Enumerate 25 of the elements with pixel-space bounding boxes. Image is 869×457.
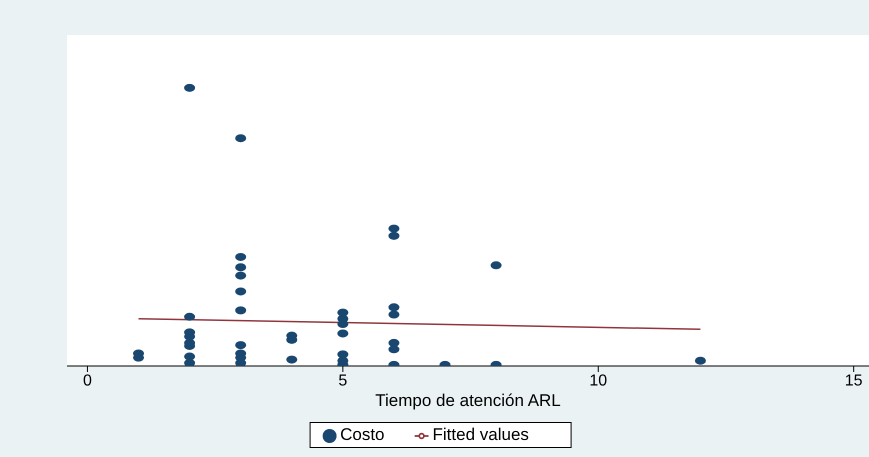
point (184, 312, 196, 321)
point (490, 261, 502, 270)
x-tick-label: 5 (338, 372, 348, 390)
point (235, 287, 246, 296)
point (694, 356, 706, 365)
point (337, 329, 348, 338)
legend-label: Costo (340, 425, 385, 444)
point (235, 341, 246, 350)
point (235, 263, 246, 272)
x-tick-label: 10 (589, 372, 608, 390)
point (286, 356, 298, 364)
point (388, 310, 400, 319)
point (388, 232, 400, 240)
point (235, 272, 246, 280)
point (235, 134, 246, 142)
x-tick-label: 15 (844, 372, 863, 390)
point (388, 224, 400, 233)
point (184, 84, 196, 92)
point (388, 345, 400, 354)
point (235, 306, 246, 314)
legend-label: Fitted values (432, 425, 529, 444)
x-axis-title: Tiempo de atención ARL (375, 391, 561, 410)
x-tick-label: 0 (82, 372, 92, 390)
point (388, 303, 400, 312)
point (235, 252, 246, 261)
